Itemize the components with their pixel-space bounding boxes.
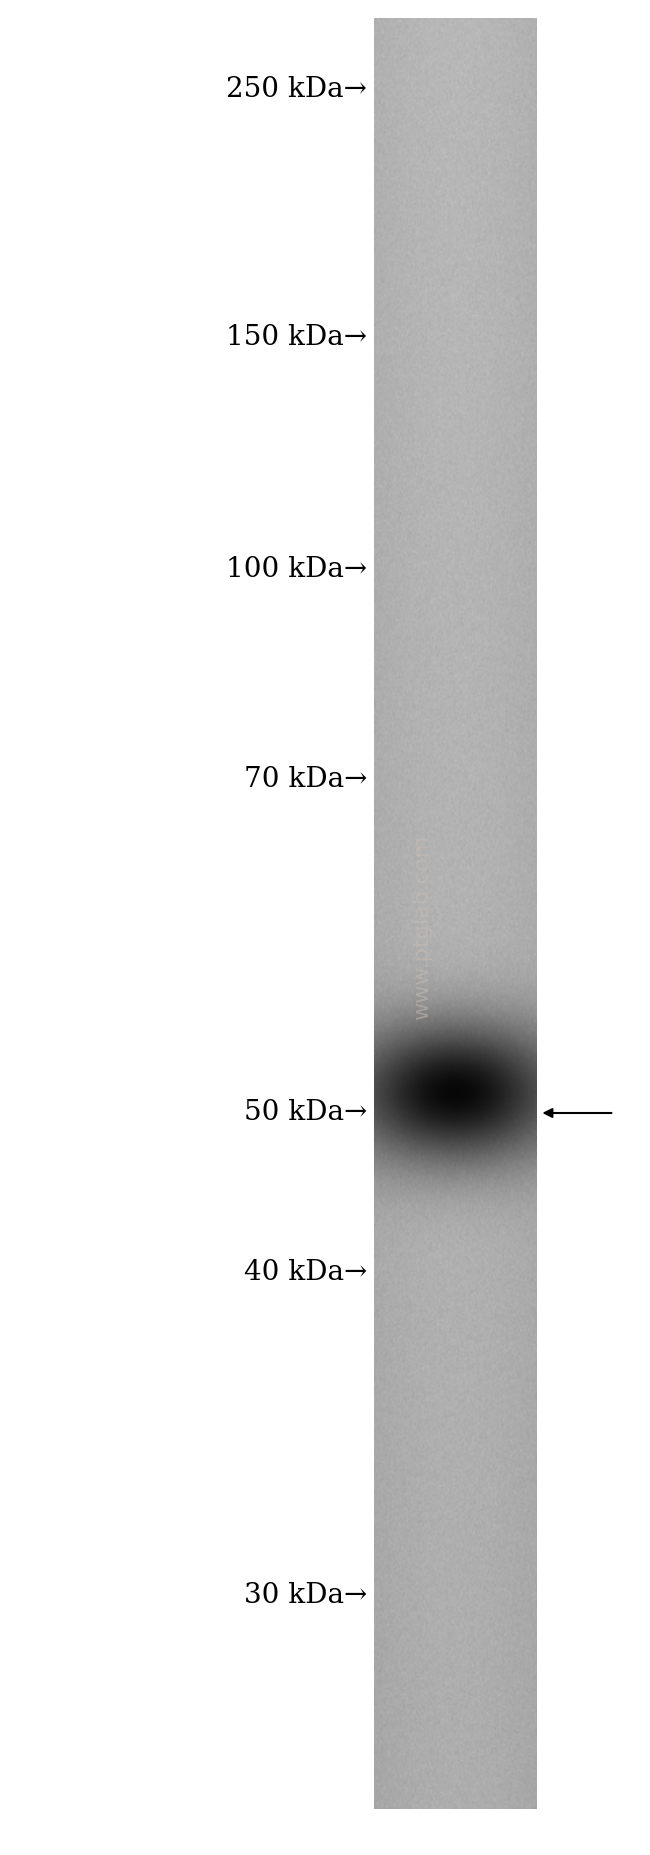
Text: 150 kDa→: 150 kDa→: [226, 325, 367, 351]
Text: 70 kDa→: 70 kDa→: [244, 766, 367, 792]
Text: 100 kDa→: 100 kDa→: [226, 556, 367, 582]
Text: 40 kDa→: 40 kDa→: [244, 1260, 367, 1286]
Text: www.ptglab.com: www.ptglab.com: [413, 835, 432, 1020]
Text: 250 kDa→: 250 kDa→: [226, 76, 367, 102]
Text: 30 kDa→: 30 kDa→: [244, 1582, 367, 1608]
Text: 50 kDa→: 50 kDa→: [244, 1100, 367, 1126]
